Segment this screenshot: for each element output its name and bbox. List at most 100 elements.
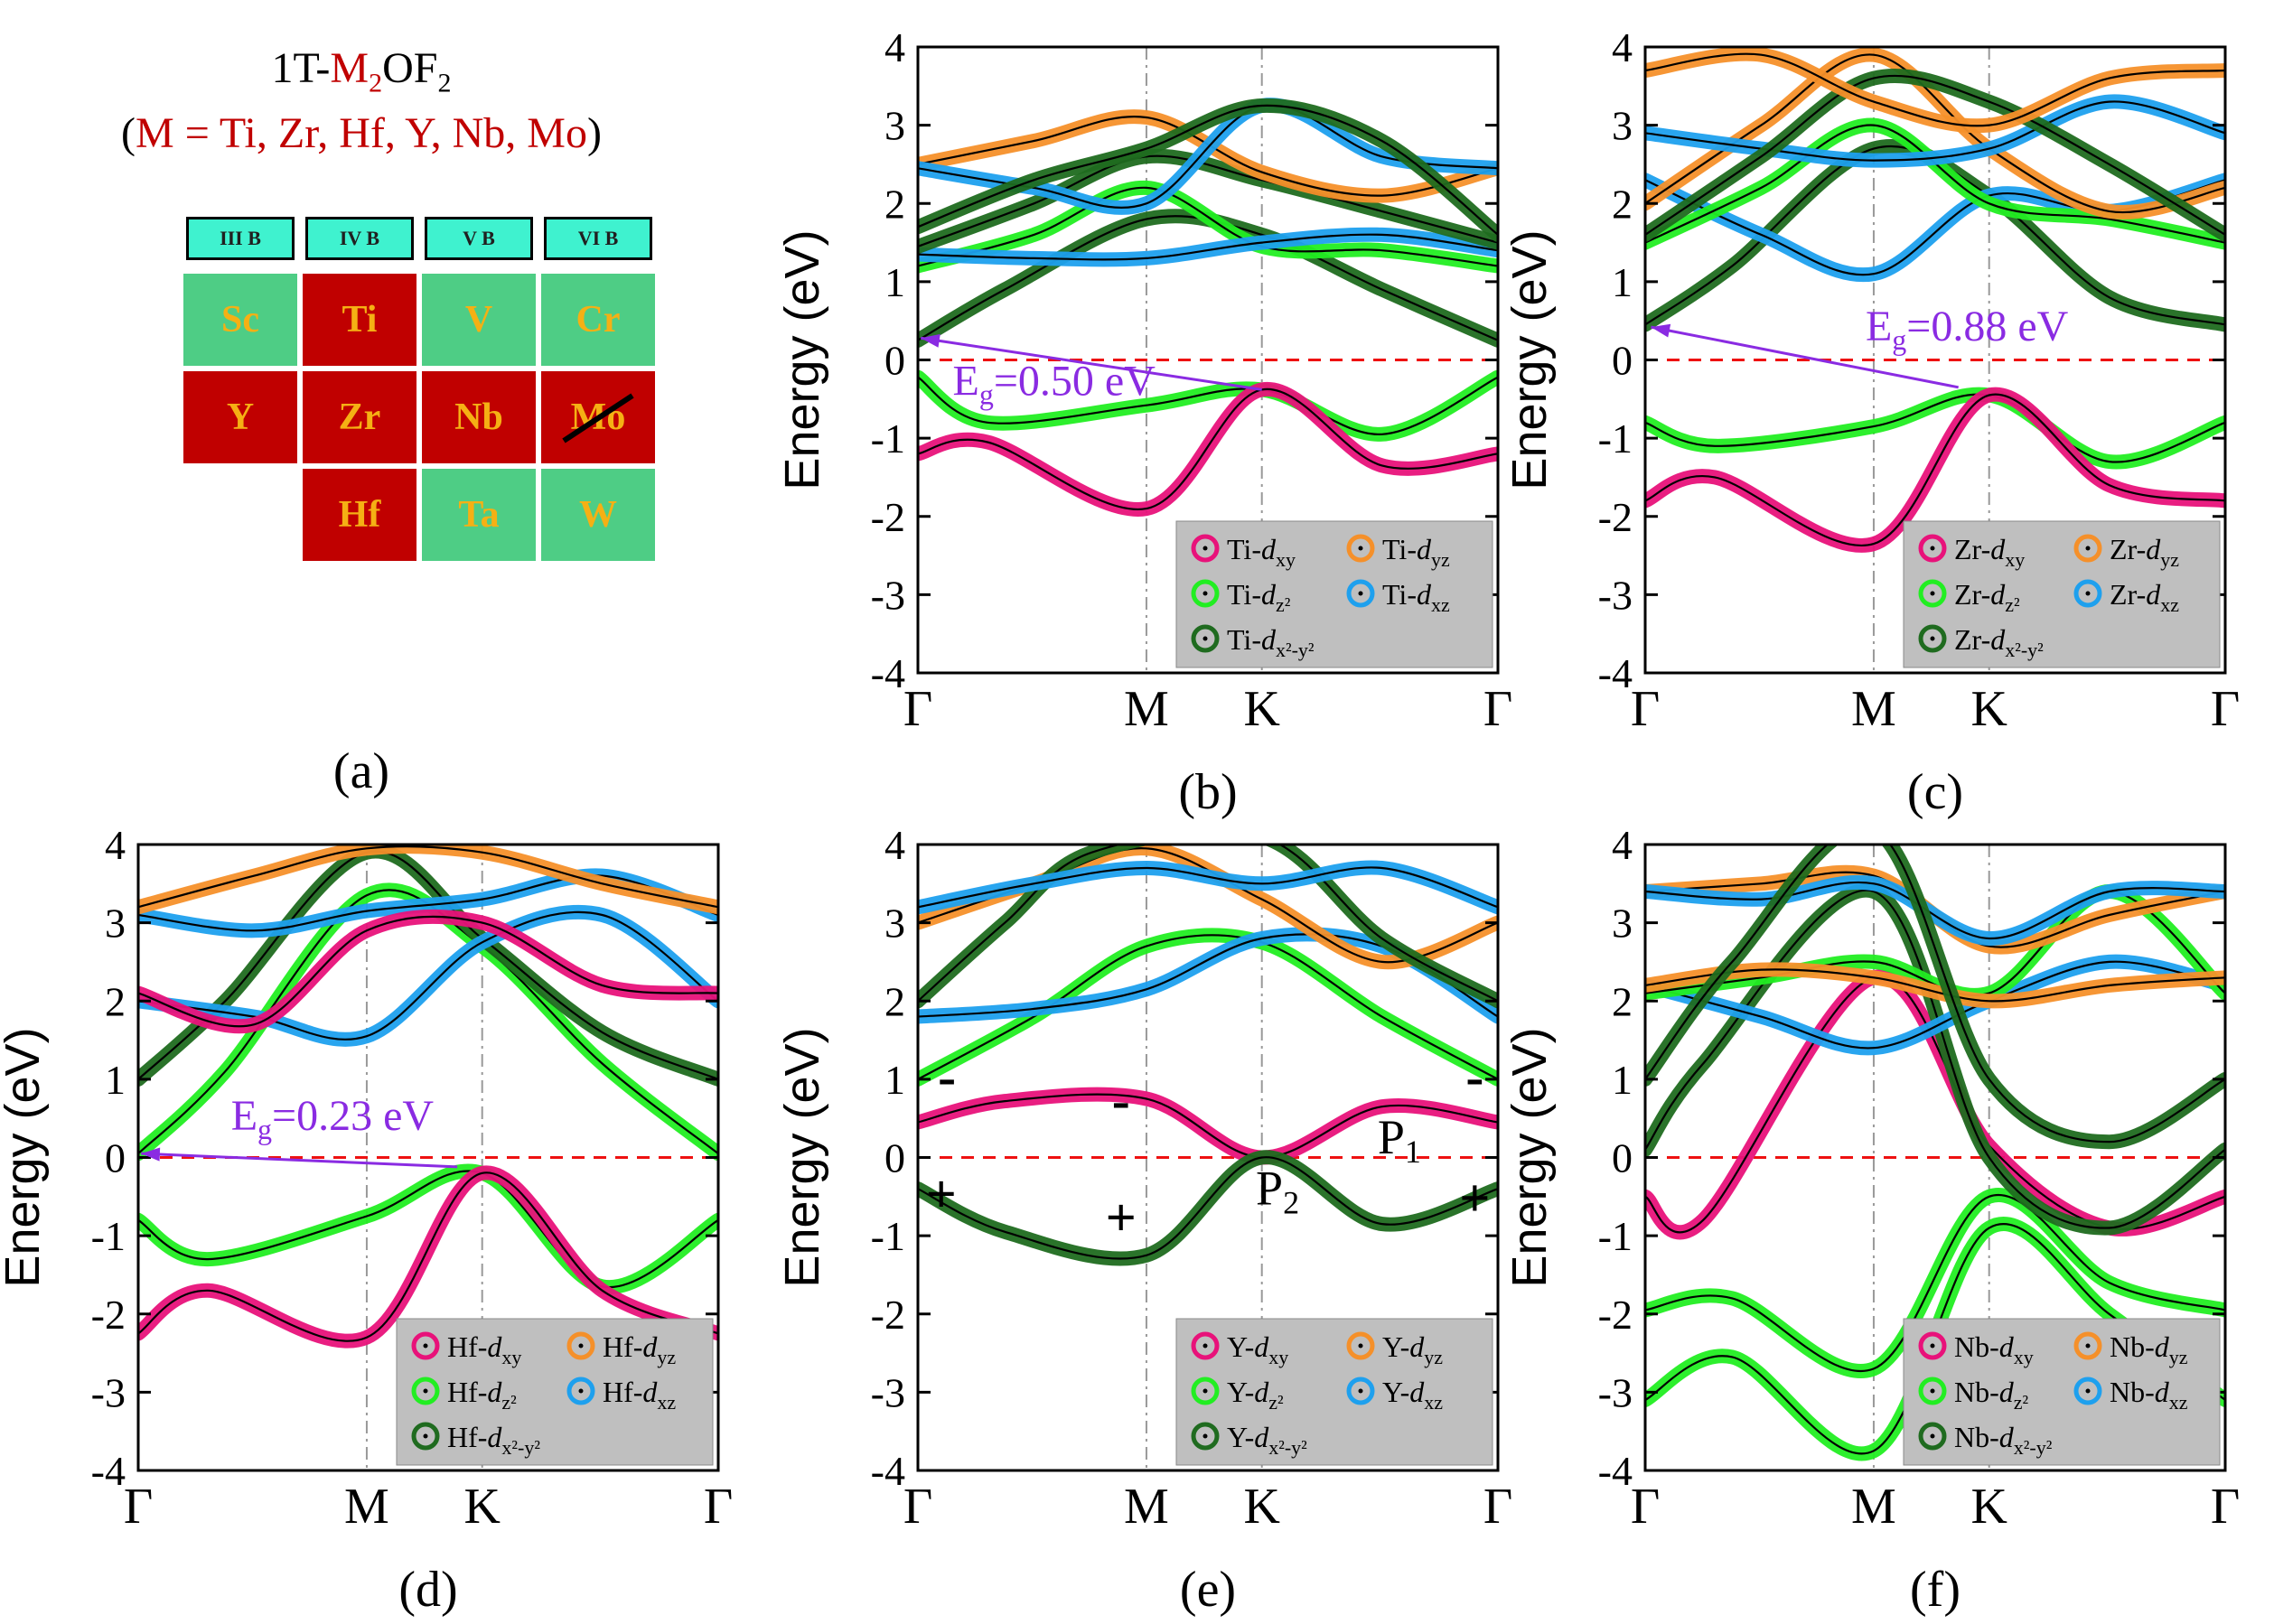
- crossing-point-label: P2: [1256, 1161, 1299, 1220]
- y-tick-label: 4: [1612, 24, 1633, 70]
- band-line: [138, 850, 718, 1080]
- legend-marker-dot: [1358, 1343, 1363, 1349]
- legend-d: d: [487, 1421, 502, 1453]
- band-weight-dx2y2: [918, 845, 1498, 1009]
- y-tick-label: -3: [1598, 1369, 1633, 1415]
- title-metal: M: [330, 44, 370, 92]
- legend-d: d: [487, 1330, 502, 1363]
- legend-metal: Y-: [1227, 1421, 1254, 1453]
- bands-e: [918, 845, 1498, 1266]
- legend-metal: Hf-: [447, 1421, 487, 1453]
- bands-f: [1645, 845, 2225, 1461]
- x-tick-label: K: [463, 1479, 500, 1535]
- legend-marker-dyz: [1346, 534, 1375, 563]
- legend-label-dz2: Zr-dz²: [1954, 578, 2020, 616]
- legend-marker-dxz: [1346, 579, 1375, 608]
- gap-label-value: =0.50 eV: [994, 357, 1156, 405]
- group-header-iiib: III B: [186, 217, 295, 260]
- legend-metal: Nb-: [2110, 1330, 2155, 1363]
- legend-marker-dot: [2085, 1388, 2091, 1394]
- gap-label-sub: g: [979, 378, 994, 410]
- y-tick-label: 3: [884, 901, 905, 947]
- legend-label-dyz: Ti-dyz: [1382, 533, 1450, 571]
- legend-orbital: xy: [1276, 548, 1296, 571]
- y-tick-label: 2: [884, 181, 905, 227]
- legend-marker-dz2: [411, 1377, 440, 1405]
- x-tick-label: K: [1970, 1479, 2007, 1535]
- gap-label-sub: g: [1892, 323, 1906, 356]
- element-cr: Cr: [538, 271, 658, 369]
- y-tick-label: -3: [871, 572, 905, 618]
- legend-marker-dot: [1930, 1343, 1935, 1349]
- legend-label-dyz: Nb-dyz: [2110, 1330, 2188, 1368]
- band-line: [918, 1093, 1498, 1159]
- legend-marker-dxz: [2073, 1377, 2102, 1405]
- y-tick-label: -2: [1598, 1292, 1633, 1338]
- panel-b: -4 -3 -2 -1 0 1 2 3 4 Γ M K Γ Energy (eV) (b) Eg=0.50 e…: [775, 24, 1512, 820]
- legend-orbital: xz: [657, 1391, 676, 1414]
- bands-b: [918, 98, 1498, 517]
- gap-label-main: E: [1866, 303, 1892, 350]
- y-tick-label: 2: [105, 978, 126, 1024]
- gap-arrow: [920, 336, 1262, 391]
- x-tick-label: Γ: [1631, 1479, 1660, 1535]
- y-axis-label: Energy (eV): [0, 1027, 50, 1287]
- legend-orbital: xz: [1431, 593, 1450, 616]
- y-tick-label: 0: [105, 1135, 126, 1181]
- x-tick-label: M: [1851, 681, 1896, 737]
- band-weight-dxz: [1645, 94, 2225, 168]
- legend-metal: Hf-: [447, 1376, 487, 1408]
- band-line: [1645, 881, 2225, 940]
- legend-label-dxz: Y-dxz: [1382, 1376, 1443, 1414]
- legend-d: d: [1417, 578, 1432, 611]
- y-tick-label: 3: [884, 103, 905, 149]
- y-tick-label: -4: [871, 1448, 905, 1494]
- subtitle-close: ): [586, 109, 602, 157]
- legend-marker-dot: [1930, 636, 1935, 641]
- legend-orbital: yz: [657, 1346, 676, 1368]
- legend-label-dxz: Nb-dxz: [2110, 1376, 2188, 1414]
- legend-d: d: [1990, 533, 2006, 565]
- y-tick-label: 1: [884, 259, 905, 305]
- legend-metal: Ti-: [1382, 533, 1417, 565]
- y-tick-label: -1: [1598, 1213, 1633, 1259]
- x-tick-label: Γ: [903, 681, 932, 737]
- band-line: [138, 915, 718, 1028]
- band-line: [1645, 960, 2225, 1050]
- legend-marker-dot: [1930, 546, 1935, 551]
- panel-c: -4 -3 -2 -1 0 1 2 3 4 Γ M K Γ Energy (eV) (c) Eg=0.88 e…: [1502, 24, 2240, 820]
- gap-arrow-head: [921, 333, 940, 348]
- title-sub2: 2: [437, 68, 452, 98]
- x-tick-label: Γ: [124, 1479, 153, 1535]
- legend-d: d: [1409, 1376, 1425, 1408]
- legend-box: [396, 1318, 714, 1466]
- legend-marker-dot: [1358, 1388, 1363, 1394]
- y-tick-label: -1: [1598, 415, 1633, 462]
- y-tick-label: 3: [1612, 901, 1633, 947]
- legend-marker-dyz: [566, 1331, 595, 1360]
- legend-d: d: [2155, 1376, 2170, 1408]
- y-tick-label: -1: [91, 1213, 126, 1259]
- y-tick-label: -1: [871, 415, 905, 462]
- caption-c: (c): [1907, 764, 1963, 820]
- y-tick-label: 2: [884, 978, 905, 1024]
- legend-label-dyz: Y-dyz: [1382, 1330, 1443, 1368]
- legend-metal: Zr-: [1954, 533, 1990, 565]
- legend-orbital: z²: [2005, 593, 2020, 616]
- y-tick-label: -2: [871, 494, 905, 540]
- legend-d: d: [1990, 578, 2006, 611]
- band-line: [138, 1171, 718, 1342]
- band-line: [1645, 393, 2225, 463]
- element-sc: Sc: [181, 271, 300, 369]
- legend-label-dx2y2: Hf-dx²-y²: [447, 1421, 540, 1459]
- legend-d: d: [642, 1330, 658, 1363]
- legend-marker-dot: [1203, 546, 1208, 551]
- band-weight-dyz: [918, 845, 1498, 970]
- parity-mark: +: [926, 1164, 957, 1224]
- point-sub: 2: [1283, 1184, 1299, 1220]
- legend-orbital: xz: [2160, 593, 2179, 616]
- band-line: [918, 154, 1498, 247]
- y-tick-label: -3: [91, 1369, 126, 1415]
- x-tick-label: M: [1124, 1479, 1169, 1535]
- legend-marker-dx2y2: [1191, 1422, 1220, 1451]
